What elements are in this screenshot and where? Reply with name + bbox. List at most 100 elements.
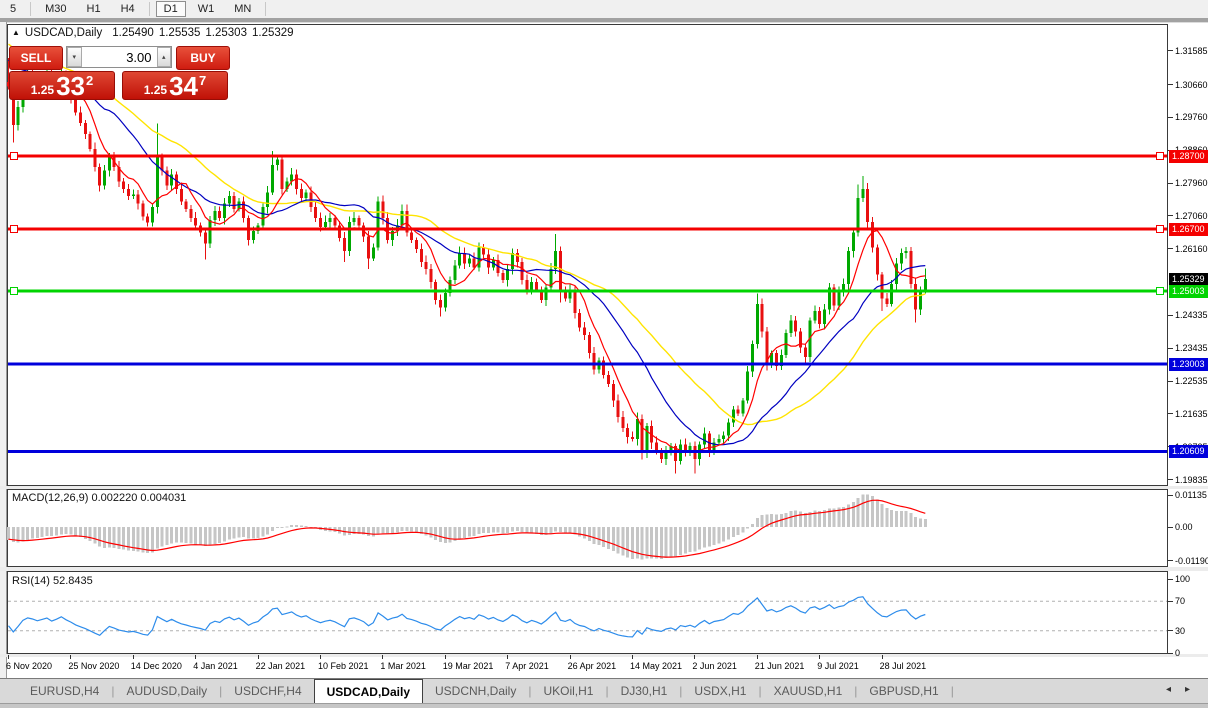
price-axis-tick: 1.21635 <box>1175 408 1208 419</box>
buy-price-box[interactable]: 1.25 34 7 <box>122 71 228 100</box>
macd-values: 0.002220 0.004031 <box>91 492 187 504</box>
tab-usdx-h1[interactable]: USDX,H1 <box>694 684 747 698</box>
rsi-axis-tick: 70 <box>1175 596 1186 607</box>
time-axis-tick-mark <box>819 655 821 659</box>
timeframe-MN[interactable]: MN <box>234 3 252 15</box>
macd-chart[interactable] <box>7 489 1168 567</box>
tab-ukoil-h1[interactable]: UKOil,H1 <box>543 684 594 698</box>
time-axis-label: 4 Jan 2021 <box>193 661 238 671</box>
tab-separator: | <box>950 684 954 698</box>
timeframe-D1[interactable]: D1 <box>155 1 186 17</box>
price-tag-1.28700: 1.28700 <box>1169 149 1208 163</box>
quote-high: 1.25535 <box>158 27 201 39</box>
tab-eurusd-h4[interactable]: EURUSD,H4 <box>30 684 100 698</box>
price-axis-tick: 1.30660 <box>1175 79 1208 90</box>
time-axis-label: 19 Mar 2021 <box>442 661 494 671</box>
window-band <box>0 18 1208 23</box>
horizontal-lines <box>8 151 1167 453</box>
buy-button[interactable]: BUY <box>176 46 230 70</box>
time-axis-label: 6 Nov 2020 <box>6 661 53 671</box>
timeframe-M30[interactable]: M30 <box>45 3 67 15</box>
quote-open: 1.25490 <box>112 27 154 39</box>
panel-splitter[interactable] <box>0 567 1208 571</box>
macd-axis-tick-mark <box>1168 494 1173 496</box>
rsi-value: 52.8435 <box>52 575 93 587</box>
time-axis-label: 14 May 2021 <box>630 661 683 671</box>
time-axis-label: 26 Apr 2021 <box>567 661 617 671</box>
price-axis-tick: 1.31585 <box>1175 45 1208 56</box>
sell-price-base: 1.25 <box>30 82 55 97</box>
panel-splitter[interactable] <box>0 486 1208 489</box>
price-tag-1.26700: 1.26700 <box>1169 222 1208 236</box>
sell-price-box[interactable]: 1.25 33 2 <box>9 71 115 100</box>
panel-splitter[interactable] <box>0 654 1208 657</box>
hline-handle[interactable] <box>1155 286 1165 296</box>
tab-separator: | <box>219 684 223 698</box>
tab-xauusd-h1[interactable]: XAUUSD,H1 <box>773 684 843 698</box>
time-axis-label: 7 Apr 2021 <box>505 661 549 671</box>
time-axis-label: 25 Nov 2020 <box>68 661 120 671</box>
toolbar-separator <box>148 2 150 16</box>
buy-price-base: 1.25 <box>143 82 168 97</box>
tab-separator: | <box>605 684 609 698</box>
time-axis-label: 10 Feb 2021 <box>318 661 369 671</box>
hline-handle[interactable] <box>9 286 19 296</box>
chart-symbol-label: USDCAD,Daily <box>24 27 103 39</box>
volume-increase-button[interactable]: ▴ <box>156 47 171 67</box>
price-axis-tick-mark <box>1168 50 1173 52</box>
price-chart-panel <box>7 24 1168 486</box>
price-tag-1.23003: 1.23003 <box>1169 357 1208 371</box>
tab-separator: | <box>528 684 532 698</box>
time-axis-tick-mark <box>756 655 758 659</box>
macd-axis-tick: -0.01190 <box>1175 555 1208 566</box>
time-axis-label: 2 Jun 2021 <box>692 661 737 671</box>
timeframe-H1[interactable]: H1 <box>86 3 101 15</box>
hline-handle[interactable] <box>1155 224 1165 234</box>
price-axis-tick-mark <box>1168 84 1173 86</box>
time-axis-label: 14 Dec 2020 <box>130 661 182 671</box>
time-axis-tick-mark <box>320 655 321 659</box>
price-tag-1.25003: 1.25003 <box>1169 284 1208 298</box>
timeframe-toolbar: 5 M30 H1 H4 D1 W1 MN <box>0 0 1208 18</box>
tab-audusd-daily[interactable]: AUDUSD,Daily <box>126 684 208 698</box>
window-left-frame <box>0 22 7 678</box>
price-axis-tick-mark <box>1168 116 1173 118</box>
tab-usdchf-h4[interactable]: USDCHF,H4 <box>234 684 302 698</box>
tab-scroll-arrows: ◂ ▸ <box>1166 684 1190 695</box>
hline-handle[interactable] <box>9 151 19 161</box>
volume-input[interactable] <box>81 47 157 67</box>
rsi-chart[interactable] <box>7 571 1168 654</box>
price-axis-tick-mark <box>1168 380 1173 382</box>
timeframe-H4[interactable]: H4 <box>120 3 135 15</box>
tab-dj30-h1[interactable]: DJ30,H1 <box>620 684 668 698</box>
tab-usdcnh-daily[interactable]: USDCNH,Daily <box>435 684 517 698</box>
time-axis-tick-mark <box>70 655 72 659</box>
volume-decrease-button[interactable]: ▾ <box>67 47 82 67</box>
sell-price-pips: 33 <box>56 70 86 101</box>
tab-gbpusd-h1[interactable]: GBPUSD,H1 <box>869 684 939 698</box>
quote-close: 1.25329 <box>251 27 294 39</box>
price-axis-tick: 1.22535 <box>1175 376 1208 387</box>
macd-axis-tick: 0.00 <box>1175 522 1193 532</box>
time-axis-tick-mark <box>132 655 134 659</box>
time-axis-tick-mark <box>8 655 9 659</box>
time-axis-tick-mark <box>881 655 883 659</box>
price-tag-1.25329: 1.25329 <box>1169 272 1208 286</box>
time-axis-tick-mark <box>257 655 259 659</box>
sell-button[interactable]: SELL <box>9 46 63 70</box>
hline-handle[interactable] <box>1155 151 1165 161</box>
tab-scroll-left-icon[interactable]: ◂ <box>1165 684 1171 695</box>
tab-usdcad-daily[interactable]: USDCAD,Daily <box>313 679 423 703</box>
tab-scroll-right-icon[interactable]: ▸ <box>1184 684 1190 695</box>
price-axis-tick-mark <box>1168 248 1173 250</box>
chart-title: ▲ USDCAD,Daily 1.25490 1.25535 1.25303 1.2532… <box>12 27 299 41</box>
price-axis-tick: 1.24335 <box>1175 310 1208 321</box>
timeframe-W1[interactable]: W1 <box>197 3 215 15</box>
window-bottom-edge <box>0 703 1208 708</box>
chart-tab-bar: EURUSD,H4 | AUDUSD,Daily | USDCHF,H4 USDCAD,D… <box>0 678 1208 703</box>
hline-handle[interactable] <box>9 224 19 234</box>
price-axis-tick: 1.26160 <box>1175 243 1208 254</box>
timeframe-5[interactable]: 5 <box>10 3 17 15</box>
price-axis-tick: 1.19835 <box>1175 474 1208 485</box>
price-axis-tick: 1.27960 <box>1175 178 1208 189</box>
